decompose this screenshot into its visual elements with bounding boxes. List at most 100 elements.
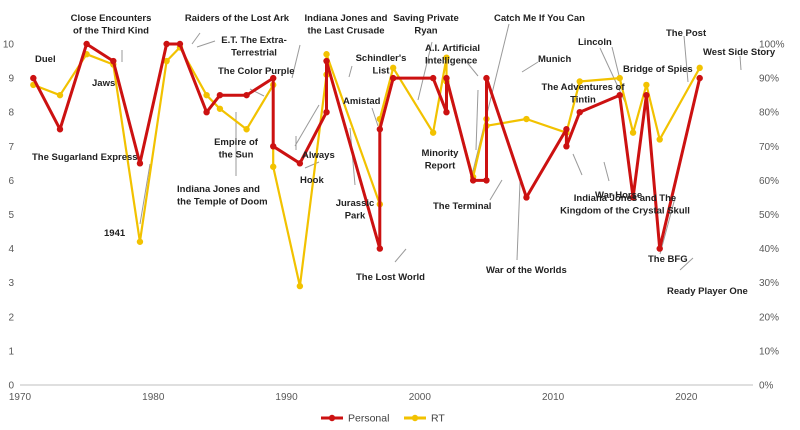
annotation-the-bfg: The BFG <box>648 254 688 265</box>
rt-data-point <box>616 74 623 82</box>
y2-tick-label: 30% <box>759 278 779 289</box>
annotation-leader-line <box>464 59 479 77</box>
rt-data-point <box>216 105 224 112</box>
annotation-amistad: Amistad <box>343 96 381 107</box>
personal-data-point <box>563 143 570 150</box>
personal-data-point <box>523 194 530 201</box>
annotation-saving-private-ryan: Ryan <box>414 26 437 37</box>
rt-data-point <box>656 136 663 143</box>
rt-data-point <box>270 163 277 170</box>
rt-data-point <box>203 91 210 99</box>
annotation-leader-line <box>294 104 320 147</box>
rt-data-point <box>443 54 450 61</box>
y2-tick-label: 100% <box>759 40 785 51</box>
annotation-schindlers-list: List <box>373 66 391 77</box>
personal-data-point <box>56 126 64 133</box>
personal-data-point <box>296 160 304 167</box>
personal-data-point <box>176 40 184 48</box>
y2-tick-label: 90% <box>759 74 779 85</box>
annotation-hook: Hook <box>300 175 324 186</box>
annotation-always: Always <box>302 150 335 161</box>
annotation-ready-player-one: Ready Player One <box>667 286 748 297</box>
annotation-munich: Munich <box>538 54 571 65</box>
personal-data-point <box>563 126 570 133</box>
annotation-leader-line <box>489 179 503 201</box>
annotation-leader-line <box>371 107 379 127</box>
rt-data-point <box>56 91 64 99</box>
annotation-leader-line <box>139 163 151 225</box>
rt-data-point <box>523 115 530 123</box>
annotation-leader-line <box>679 257 694 271</box>
annotation-leader-line <box>572 153 583 176</box>
annotation-saving-private-ryan: Saving Private <box>393 13 458 24</box>
personal-data-point <box>30 74 37 82</box>
y2-tick-label: 70% <box>759 142 779 153</box>
legend-personal-label: Personal <box>348 413 389 425</box>
annotation-ai: A.I. Artificial <box>425 43 480 54</box>
y-tick-label: 2 <box>8 312 14 323</box>
annotation-war-horse: War Horse <box>595 190 642 201</box>
y2-tick-label: 10% <box>759 346 779 357</box>
personal-data-point <box>643 91 650 99</box>
x-tick-label: 2000 <box>409 392 432 403</box>
annotation-last-crusade: the Last Crusade <box>307 26 384 37</box>
annotation-tintin: The Adventures of <box>541 82 625 93</box>
personal-data-point <box>443 74 450 82</box>
rt-data-point <box>389 64 397 72</box>
y-tick-label: 9 <box>8 74 14 85</box>
y-tick-label: 7 <box>8 142 14 153</box>
annotation-leader-line <box>516 181 521 261</box>
annotation-empire-of-the-sun: the Sun <box>219 150 254 161</box>
personal-data-point <box>323 57 330 65</box>
y-tick-label: 5 <box>8 210 14 221</box>
annotation-ai: Intelligence <box>425 56 477 67</box>
annotation-leader-line <box>659 197 676 255</box>
personal-data-point <box>83 40 90 48</box>
annotation-leader-line <box>471 23 510 176</box>
rt-data-point <box>643 81 650 89</box>
annotation-leader-line <box>394 248 407 263</box>
annotation-tintin: Tintin <box>570 95 596 106</box>
annotation-sugarland: The Sugarland Express <box>32 152 138 163</box>
annotation-leader-line <box>417 41 433 101</box>
y2-tick-label: 0% <box>759 381 774 392</box>
personal-data-point <box>389 74 397 82</box>
legend-rt-label: RT <box>431 413 445 425</box>
annotation-the-terminal: The Terminal <box>433 201 491 212</box>
annotation-leader-line <box>348 65 353 78</box>
annotation-et: Terrestrial <box>231 48 277 59</box>
annotation-leader-line <box>304 161 320 169</box>
personal-data-point <box>696 74 703 82</box>
annotation-jurassic-park: Jurassic <box>336 198 375 209</box>
y2-tick-label: 40% <box>759 244 779 255</box>
annotation-close-encounters: of the Third Kind <box>73 26 149 37</box>
personal-data-point <box>270 74 277 82</box>
rt-data-point <box>296 282 304 290</box>
annotation-leader-line <box>291 44 301 79</box>
personal-data-point <box>323 109 330 116</box>
rt-data-point <box>163 57 170 65</box>
personal-data-point <box>616 91 623 99</box>
annotation-war-of-the-worlds: War of the Worlds <box>486 265 567 276</box>
y2-tick-label: 50% <box>759 210 779 221</box>
rt-data-point <box>243 126 250 133</box>
annotation-1941: 1941 <box>104 228 126 239</box>
annotation-color-purple: The Color Purple <box>218 66 295 77</box>
legend-personal-marker <box>328 414 336 422</box>
personal-data-point <box>429 74 437 82</box>
annotation-temple-of-doom: Indiana Jones and <box>177 184 260 195</box>
personal-data-point <box>629 194 637 201</box>
y2-tick-label: 60% <box>759 176 779 187</box>
annotation-close-encounters: Close Encounters <box>71 13 152 24</box>
annotation-west-side-story: West Side Story <box>703 47 776 58</box>
personal-data-point <box>483 177 490 184</box>
rt-data-point <box>323 51 330 58</box>
annotation-minority-report: Minority <box>422 148 460 159</box>
annotation-the-lost-world: The Lost World <box>356 272 425 283</box>
annotation-minority-report: Report <box>425 161 456 172</box>
legend: Personal RT <box>321 413 445 425</box>
personal-data-point <box>270 143 277 150</box>
rt-data-point <box>136 238 144 245</box>
annotation-leader-line <box>739 55 742 71</box>
